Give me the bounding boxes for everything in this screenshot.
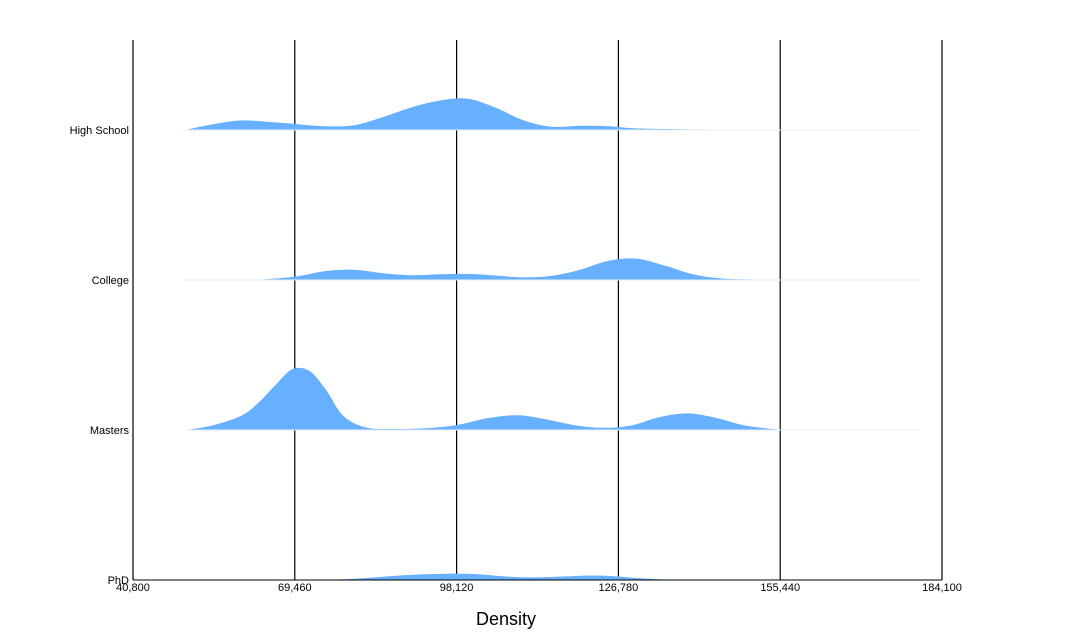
ridge-area-high-school	[184, 98, 919, 130]
ridge-area-college	[184, 258, 919, 281]
x-tick-label: 184,100	[922, 582, 962, 594]
category-label: Masters	[90, 425, 130, 437]
ridge-area-phd	[184, 573, 919, 581]
x-tick-label: 126,780	[599, 582, 639, 594]
category-label: College	[92, 275, 129, 287]
x-tick-label: 69,460	[278, 582, 312, 594]
x-tick-labels: 40,800 69,460 98,120 126,780 155,440 184,100	[116, 582, 962, 594]
category-labels: High School College Masters PhD	[70, 125, 130, 587]
ridge-area-masters	[184, 367, 919, 430]
category-label: PhD	[108, 575, 129, 587]
category-label: High School	[70, 125, 129, 137]
x-tick-label: 98,120	[440, 582, 474, 594]
x-tick-label: 155,440	[760, 582, 800, 594]
x-tick-label: 40,800	[116, 582, 150, 594]
x-axis-title: Density	[476, 609, 536, 629]
